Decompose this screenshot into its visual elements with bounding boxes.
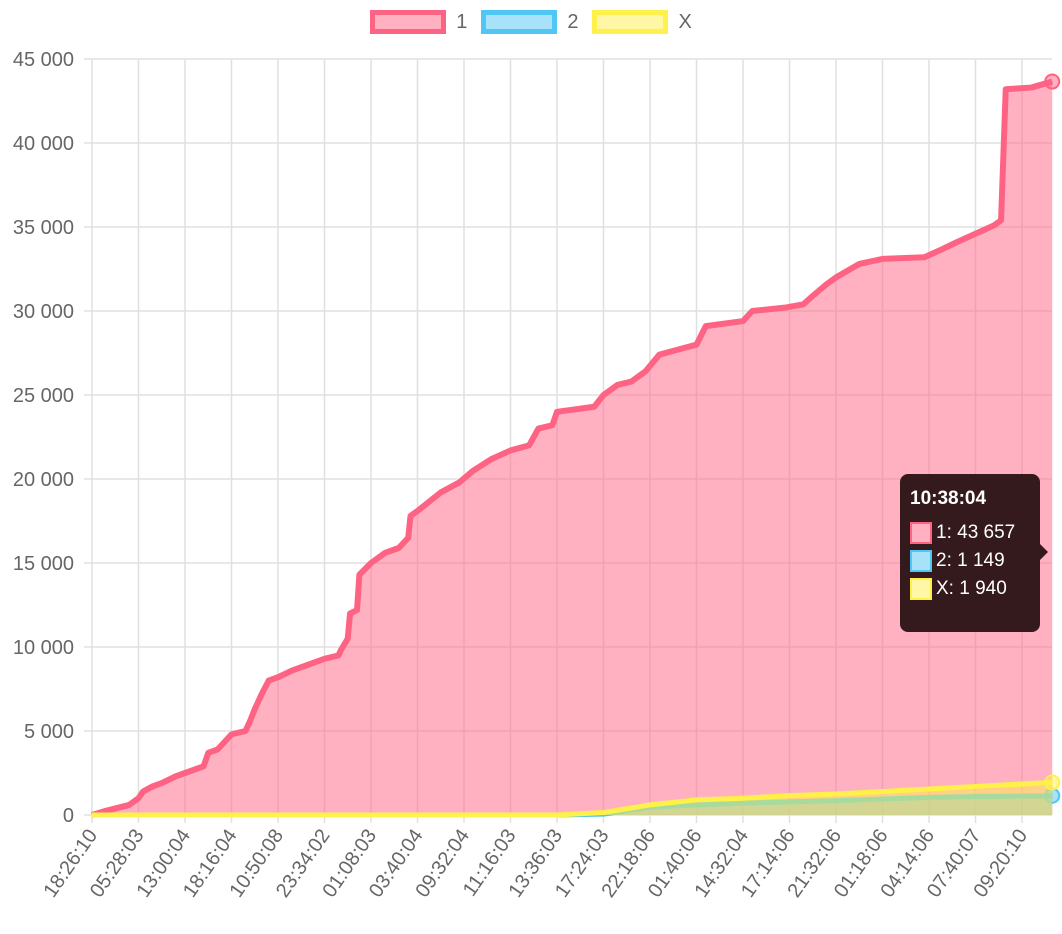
legend-item-2[interactable]: 2 <box>481 10 578 34</box>
legend-swatch <box>481 10 558 34</box>
series-X-area <box>92 782 1053 815</box>
series-1-line <box>91 78 1054 818</box>
series-X-line <box>92 779 1053 818</box>
tooltip-swatch <box>910 522 932 544</box>
y-tick-label: 40 000 <box>13 133 74 155</box>
tooltip-title: 10:38:04 <box>910 488 987 509</box>
legend: 1 2 X <box>0 10 1062 34</box>
tooltip-row: 2: 1 149 <box>936 550 1005 571</box>
y-tick-label: 10 000 <box>13 637 74 659</box>
series-X-point <box>1044 774 1061 791</box>
tooltip-row: X: 1 940 <box>936 578 1007 599</box>
tooltip: 10:38:04 1: 43 657 2: 1 149 X: 1 940 <box>900 474 1048 632</box>
legend-item-x[interactable]: X <box>592 10 692 34</box>
legend-label: 1 <box>456 10 468 33</box>
y-tick-label: 0 <box>63 805 74 827</box>
tooltip-row: 1: 43 657 <box>936 522 1016 543</box>
legend-swatch <box>370 10 447 34</box>
y-tick-label: 15 000 <box>13 553 74 575</box>
y-tick-label: 30 000 <box>13 301 74 323</box>
y-tick-label: 45 000 <box>13 49 74 71</box>
y-tick-label: 25 000 <box>13 385 74 407</box>
legend-label: X <box>678 10 692 33</box>
y-tick-label: 20 000 <box>13 469 74 491</box>
legend-label: 2 <box>567 10 579 33</box>
y-tick-label: 5 000 <box>24 721 74 743</box>
legend-item-1[interactable]: 1 <box>370 10 467 34</box>
series-1-point <box>1044 73 1061 90</box>
y-tick-label: 35 000 <box>13 217 74 239</box>
series-1-area <box>92 81 1053 816</box>
legend-swatch <box>592 10 669 34</box>
tooltip-swatch <box>910 578 932 600</box>
tooltip-swatch <box>910 550 932 572</box>
